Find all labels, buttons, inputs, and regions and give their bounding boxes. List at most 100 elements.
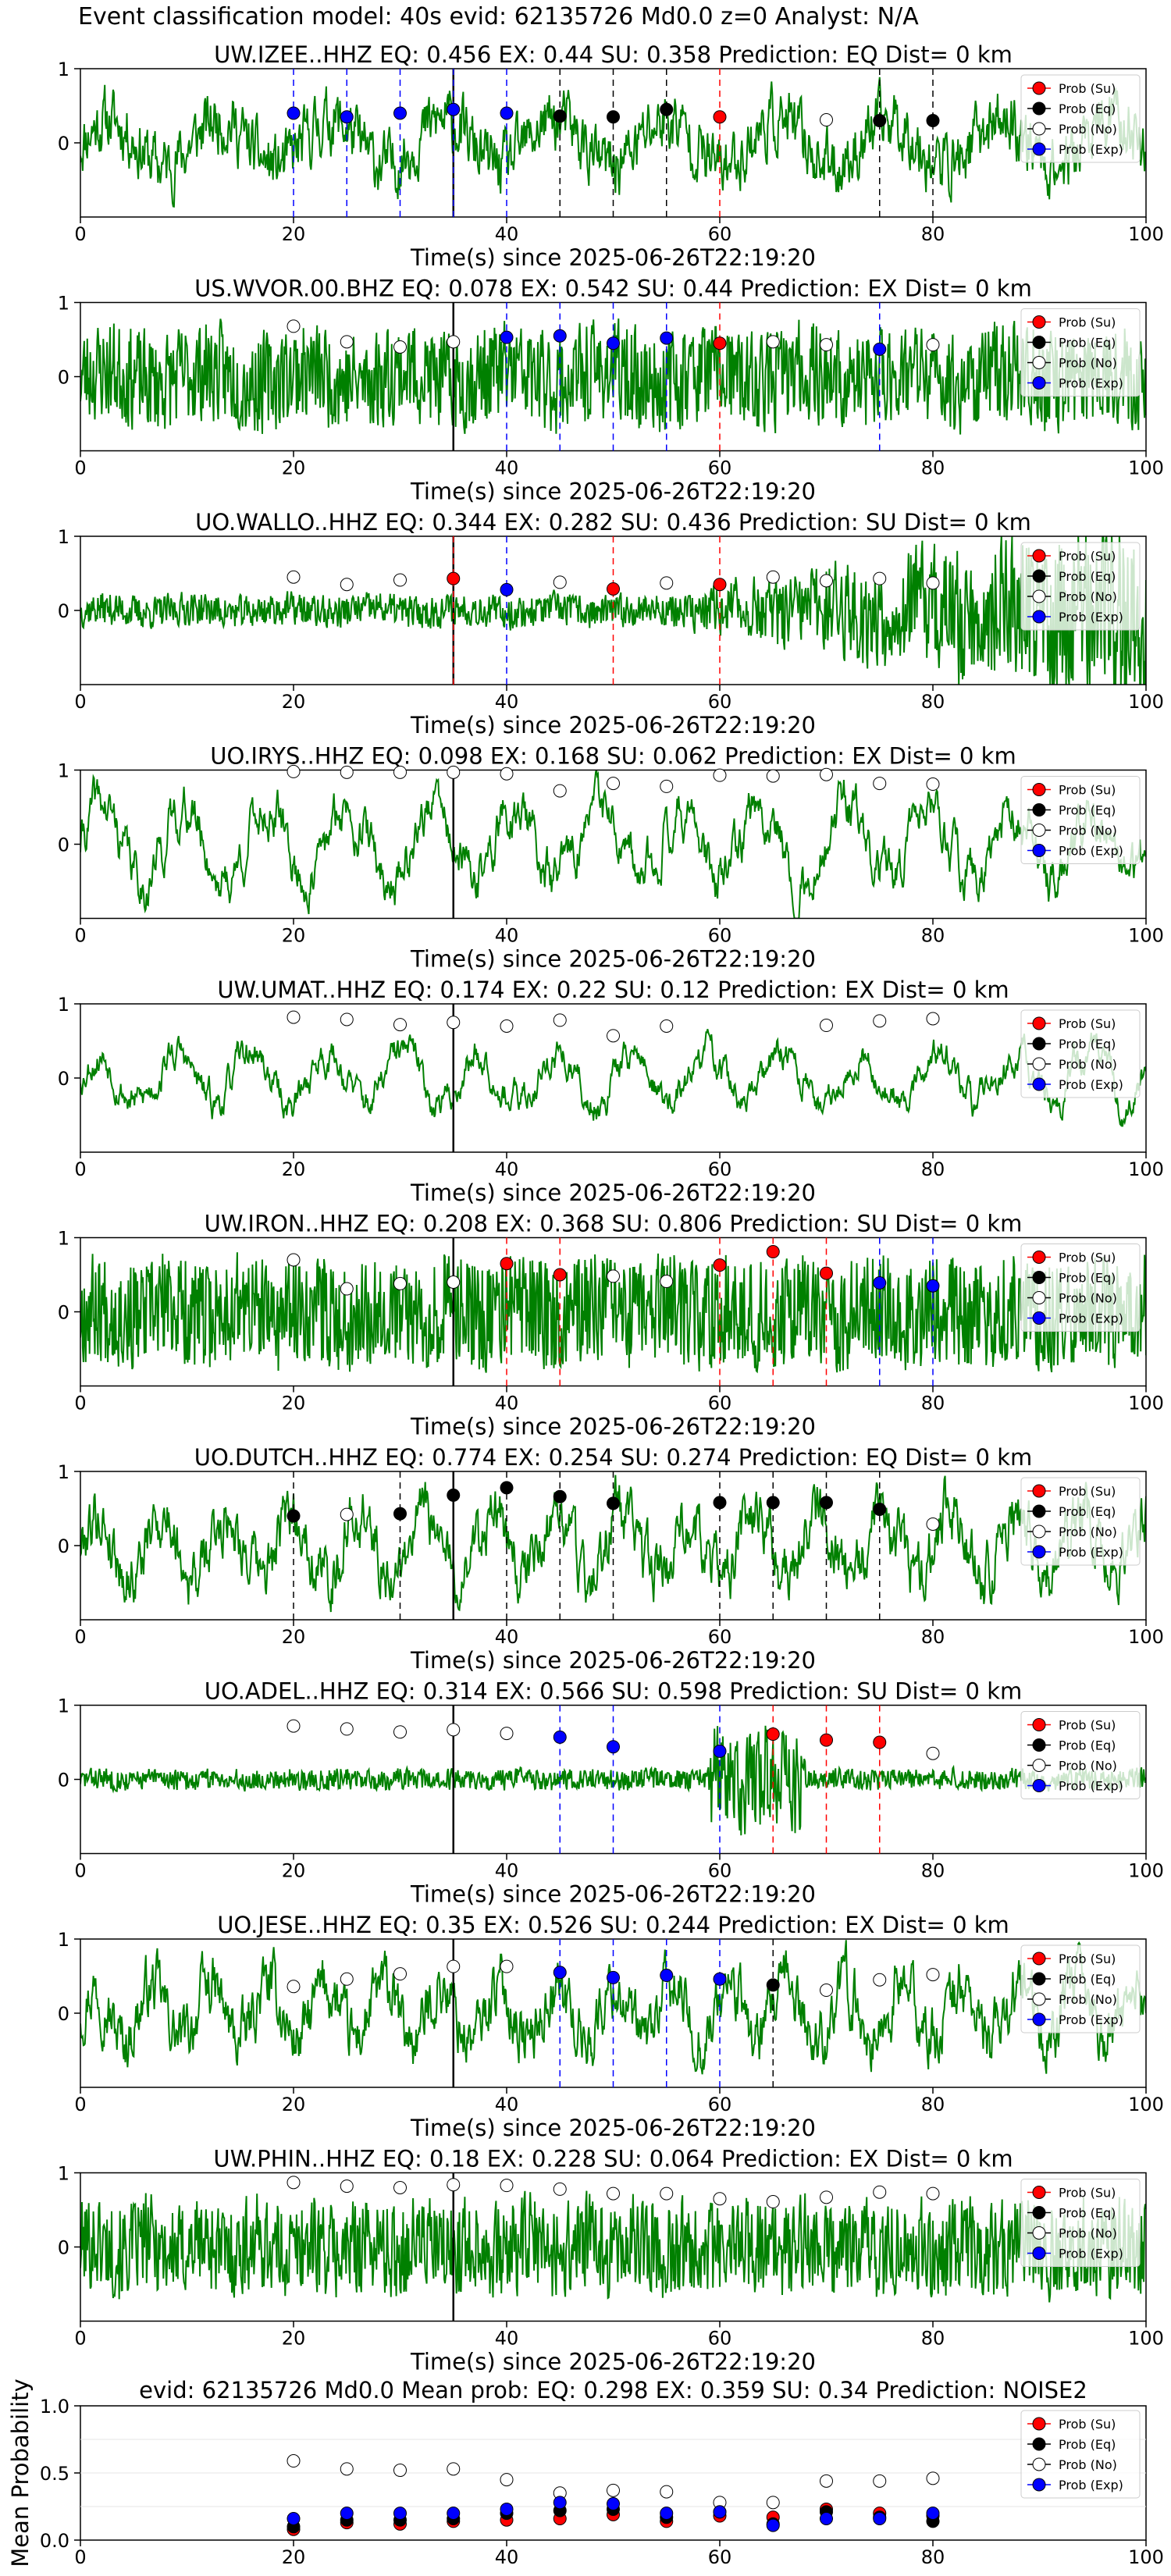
y-tick-label: 0 [58,1302,69,1324]
legend-marker [1032,1251,1046,1264]
legend-marker [1032,2417,1046,2431]
legend-marker [1032,315,1046,329]
station-panel: UO.IRYS..HHZ EQ: 0.098 EX: 0.168 SU: 0.0… [58,743,1164,973]
legend-box [1020,308,1141,397]
legend-marker [1032,2186,1046,2199]
x-tick-label: 60 [708,1393,732,1414]
x-tick-label: 40 [495,2094,519,2115]
probability-marker [340,110,354,124]
x-tick-label: 100 [1128,2546,1164,2568]
mean-probability-marker [340,2507,354,2521]
x-axis-label: Time(s) since 2025-06-26T22:19:20 [410,1179,816,1206]
y-tick-label: 0 [58,367,69,389]
x-tick-label: 80 [921,1860,945,1882]
mean-probability-marker [393,2464,407,2478]
x-tick-label: 20 [282,2328,306,2350]
x-tick-label: 0 [74,457,86,479]
x-tick-label: 60 [708,1860,732,1882]
x-tick-label: 60 [708,691,732,713]
probability-marker [713,1744,727,1758]
probability-marker [873,777,887,791]
probability-marker [873,1973,887,1987]
mean-probability-marker [926,2471,940,2485]
x-tick-label: 20 [282,457,306,479]
probability-marker [926,338,940,352]
mean-probability-marker [287,2511,301,2525]
mean-probability-marker [287,2454,301,2468]
probability-marker [607,2186,620,2201]
x-tick-label: 80 [921,925,945,947]
probability-marker [873,114,887,127]
mean-probability-marker [500,2473,514,2487]
probability-marker [766,1727,780,1742]
legend-marker [1032,1484,1046,1498]
legend-label: Prob (No) [1059,2226,1117,2241]
probability-marker [500,1727,514,1741]
probability-marker [766,1245,780,1259]
legend-marker [1032,2012,1046,2026]
legend-marker [1032,1504,1046,1518]
x-tick-label: 40 [495,1158,519,1180]
legend-box [1020,776,1141,864]
mean-panel-title: evid: 62135726 Md0.0 Mean prob: EQ: 0.29… [139,2377,1087,2403]
legend-label: Prob (Su) [1059,2186,1116,2201]
legend-marker [1032,1759,1046,1772]
legend-marker [1032,142,1046,156]
legend-marker [1032,2247,1046,2260]
probability-marker [340,1282,354,1296]
probability-marker [820,113,833,127]
probability-marker [447,335,461,349]
mean-probability-marker [926,2507,940,2521]
y-tick-label: 1.0 [40,2396,69,2418]
probability-marker [607,1740,620,1754]
legend-box [1020,1244,1141,1332]
probability-marker [873,2185,887,2199]
mean-probability-marker [500,2502,514,2516]
legend-label: Prob (Exp) [1059,1077,1123,1092]
probability-marker [820,1984,833,1998]
legend-label: Prob (No) [1059,1525,1117,1539]
legend-marker [1032,2478,1046,2492]
probability-marker [607,1029,620,1043]
legend-marker [1032,549,1046,563]
x-tick-label: 60 [708,1626,732,1648]
probability-marker [447,571,461,585]
y-tick-label: 0.0 [40,2530,69,2552]
station-title: UW.IRON..HHZ EQ: 0.208 EX: 0.368 SU: 0.8… [205,1211,1023,1237]
probability-marker [500,1257,514,1271]
probability-marker [287,570,301,584]
legend-marker [1032,1545,1046,1559]
x-tick-label: 0 [74,2094,86,2115]
probability-marker [393,573,407,587]
probability-marker [926,1968,940,1982]
x-axis-label: Time(s) since 2025-06-26T22:19:20 [410,712,816,738]
x-tick-label: 100 [1128,1393,1164,1414]
probability-marker [287,2176,301,2190]
probability-marker [447,2178,461,2192]
probability-marker [340,2179,354,2194]
legend-box [1020,74,1141,163]
probability-marker [393,340,407,354]
probability-marker [500,2179,514,2193]
legend-label: Prob (Su) [1059,1016,1116,1031]
probability-marker [713,1496,727,1510]
legend-label: Prob (Su) [1059,2417,1116,2432]
probability-marker [713,1972,727,1986]
legend-marker [1032,356,1046,369]
legend-label: Prob (No) [1059,1057,1117,1072]
probability-marker [926,777,940,792]
probability-marker [607,110,620,124]
probability-marker [713,110,727,124]
legend-label: Prob (Eq) [1059,1037,1116,1051]
legend-marker [1032,824,1046,837]
x-axis-label: Time(s) since 2025-06-26T22:19:20 [410,1881,816,1908]
x-tick-label: 20 [282,925,306,947]
y-tick-label: 0 [58,1068,69,1090]
probability-marker [340,1507,354,1521]
mean-probability-marker [873,2511,887,2525]
probability-marker [820,1496,833,1510]
probability-marker [287,106,301,120]
mean-probability-marker [447,2507,461,2521]
x-tick-label: 40 [495,2328,519,2350]
y-tick-label: 1 [58,760,69,782]
